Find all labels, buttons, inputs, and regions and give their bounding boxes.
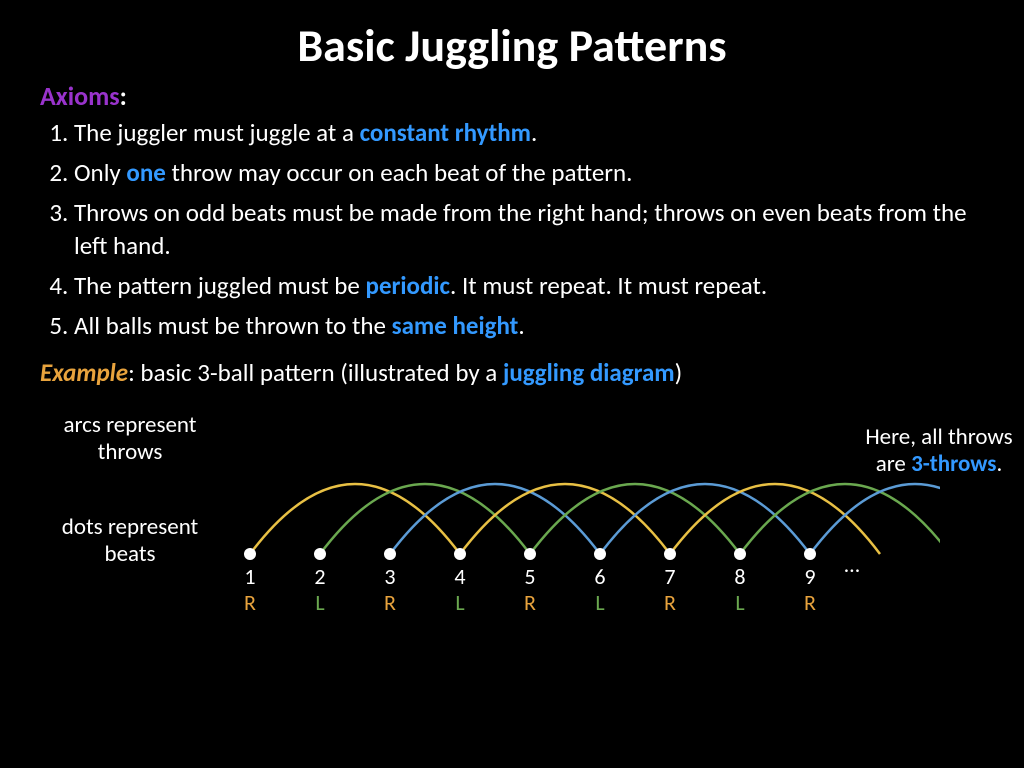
- beat-dot: [314, 548, 326, 560]
- arcs-label: arcs represent throws: [40, 412, 220, 467]
- dots-label: dots represent beats: [40, 514, 220, 569]
- throw-arc: [390, 484, 600, 554]
- beat-number: 4: [454, 563, 465, 590]
- axiom-item: The pattern juggled must be periodic. It…: [74, 269, 984, 303]
- axioms-colon: :: [120, 80, 127, 112]
- axioms-word: Axioms: [40, 80, 120, 112]
- beat-number: 7: [664, 563, 675, 590]
- throw-arc: [250, 484, 460, 554]
- example-line: Example: basic 3-ball pattern (illustrat…: [40, 357, 984, 388]
- throw-arc: [600, 484, 810, 554]
- hand-label: R: [664, 589, 676, 616]
- axiom-item: Throws on odd beats must be made from th…: [74, 196, 984, 264]
- arc-svg: 1R2L3R4L5R6L7R8L9R…: [220, 394, 940, 634]
- beat-dot: [244, 548, 256, 560]
- hand-label: L: [455, 589, 464, 616]
- hand-label: L: [595, 589, 604, 616]
- juggling-diagram: arcs represent throws dots represent bea…: [40, 394, 984, 674]
- beat-number: 5: [524, 563, 535, 590]
- beat-dot: [454, 548, 466, 560]
- beat-dot: [664, 548, 676, 560]
- page-title: Basic Juggling Patterns: [40, 18, 984, 74]
- hand-label: R: [384, 589, 396, 616]
- beat-number: 2: [314, 563, 325, 590]
- beat-number: 9: [804, 563, 815, 590]
- beat-number: 6: [594, 563, 605, 590]
- throw-arc: [460, 484, 670, 554]
- axioms-heading: Axioms:: [40, 80, 984, 112]
- hand-label: L: [315, 589, 324, 616]
- throw-arc: [320, 484, 530, 554]
- axioms-list: The juggler must juggle at a constant rh…: [40, 116, 984, 343]
- beat-number: 3: [384, 563, 395, 590]
- diagram-svg-wrap: 1R2L3R4L5R6L7R8L9R…: [220, 394, 940, 639]
- throw-arc: [530, 484, 740, 554]
- slide: Basic Juggling Patterns Axioms: The jugg…: [0, 0, 1024, 768]
- example-label: Example: [40, 357, 128, 388]
- beat-dot: [734, 548, 746, 560]
- hand-label: R: [804, 589, 816, 616]
- hand-label: L: [735, 589, 744, 616]
- beat-number: 8: [734, 563, 745, 590]
- throw-arc: [670, 484, 880, 554]
- axiom-item: All balls must be thrown to the same hei…: [74, 309, 984, 343]
- beat-dot: [384, 548, 396, 560]
- hand-label: R: [244, 589, 256, 616]
- beat-dot: [594, 548, 606, 560]
- axiom-item: The juggler must juggle at a constant rh…: [74, 116, 984, 150]
- beat-dot: [524, 548, 536, 560]
- beat-dot: [804, 548, 816, 560]
- ellipsis: …: [844, 551, 859, 578]
- axiom-item: Only one throw may occur on each beat of…: [74, 156, 984, 190]
- beat-number: 1: [244, 563, 255, 590]
- hand-label: R: [524, 589, 536, 616]
